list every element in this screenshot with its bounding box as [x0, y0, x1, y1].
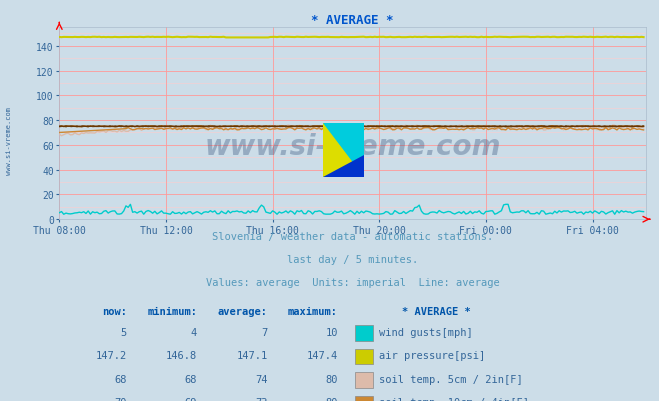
Text: 70: 70	[114, 397, 127, 401]
Text: 146.8: 146.8	[166, 350, 197, 360]
Text: 147.1: 147.1	[237, 350, 268, 360]
Text: * AVERAGE *: * AVERAGE *	[403, 306, 471, 316]
Text: soil temp. 5cm / 2in[F]: soil temp. 5cm / 2in[F]	[379, 374, 523, 384]
Text: 5: 5	[121, 327, 127, 337]
Text: Slovenia / weather data - automatic stations.: Slovenia / weather data - automatic stat…	[212, 232, 493, 242]
Text: 68: 68	[185, 374, 197, 384]
Text: 10: 10	[326, 327, 338, 337]
Text: 7: 7	[261, 327, 268, 337]
Text: 4: 4	[191, 327, 197, 337]
Text: 69: 69	[185, 397, 197, 401]
Title: * AVERAGE *: * AVERAGE *	[311, 14, 394, 27]
Text: 80: 80	[326, 374, 338, 384]
Text: air pressure[psi]: air pressure[psi]	[379, 350, 485, 360]
FancyBboxPatch shape	[355, 349, 373, 365]
Text: Values: average  Units: imperial  Line: average: Values: average Units: imperial Line: av…	[206, 277, 500, 287]
Text: average:: average:	[217, 306, 268, 316]
Text: www.si-vreme.com: www.si-vreme.com	[5, 106, 12, 174]
FancyBboxPatch shape	[355, 325, 373, 341]
Text: 73: 73	[255, 397, 268, 401]
Text: www.si-vreme.com: www.si-vreme.com	[204, 133, 501, 161]
Text: 147.2: 147.2	[96, 350, 127, 360]
Text: now:: now:	[101, 306, 127, 316]
FancyBboxPatch shape	[355, 372, 373, 388]
Text: wind gusts[mph]: wind gusts[mph]	[379, 327, 473, 337]
Text: 68: 68	[114, 374, 127, 384]
Text: maximum:: maximum:	[288, 306, 338, 316]
Text: 147.4: 147.4	[306, 350, 338, 360]
Text: minimum:: minimum:	[147, 306, 197, 316]
Text: 80: 80	[326, 397, 338, 401]
Text: soil temp. 10cm / 4in[F]: soil temp. 10cm / 4in[F]	[379, 397, 529, 401]
Text: last day / 5 minutes.: last day / 5 minutes.	[287, 254, 418, 264]
FancyBboxPatch shape	[355, 395, 373, 401]
Text: 74: 74	[255, 374, 268, 384]
